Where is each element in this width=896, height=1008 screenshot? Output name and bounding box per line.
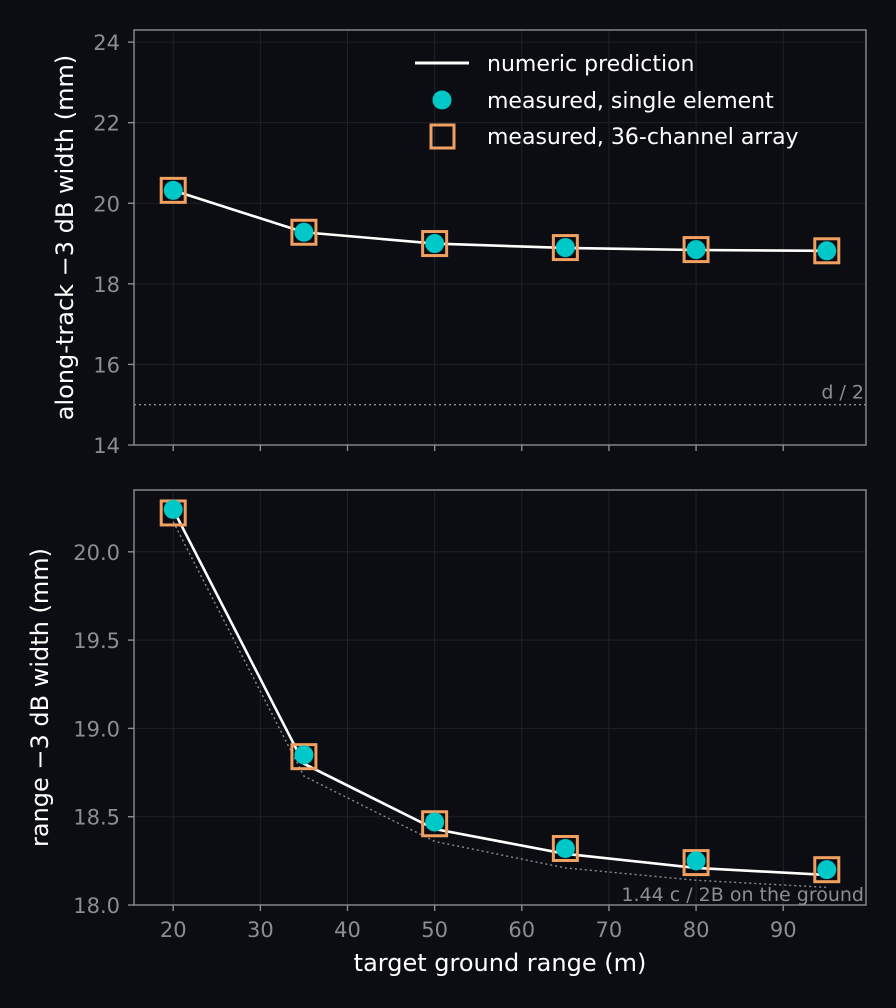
single-element-measurement-marker — [294, 222, 314, 242]
single-element-measurement-marker — [425, 812, 445, 832]
bottom-axes-frame — [133, 489, 867, 906]
bandwidth-reference-label: 1.44 c / 2B on the ground — [621, 884, 864, 906]
legend-label-array: measured, 36-channel array — [487, 125, 799, 150]
legend-label-numeric: numeric prediction — [487, 52, 694, 77]
y-tick-label: 14 — [93, 434, 120, 458]
legend: numeric prediction measured, single elem… — [415, 52, 799, 150]
single-element-measurement-marker — [686, 240, 706, 260]
bottom-ticks: 20 30 40 50 60 70 80 90 18.0 18.5 19.0 19.5 20.0 — [73, 541, 796, 942]
legend-square-swatch — [429, 123, 456, 150]
x-tick-label: 40 — [334, 918, 361, 942]
array-measurement-marker — [421, 230, 449, 258]
array-measurement-marker — [159, 176, 187, 204]
x-axis-label: target ground range (m) — [354, 949, 647, 977]
single-element-measurement-marker — [425, 234, 445, 254]
x-tick-label: 20 — [160, 918, 187, 942]
array-measurement-marker — [290, 218, 318, 246]
array-measurement-marker — [551, 234, 579, 262]
top-axes-frame — [133, 29, 867, 446]
single-element-measurement-marker — [555, 238, 575, 258]
top-series — [159, 176, 841, 265]
y-tick-label: 18.0 — [73, 894, 120, 918]
panel-along-track: d / 2 14 16 18 20 22 24 along-track −3 dB wid… — [51, 29, 867, 458]
single-element-measurement-marker — [817, 241, 837, 261]
y-tick-label: 18 — [93, 273, 120, 297]
panel-range: 1.44 c / 2B on the ground 20 30 40 50 60 70 80… — [26, 489, 867, 977]
single-element-measurement-marker — [163, 499, 183, 519]
y-tick-label: 19.0 — [73, 717, 120, 741]
y-tick-label: 20.0 — [73, 541, 120, 565]
x-tick-label: 90 — [770, 918, 797, 942]
single-element-measurement-marker — [163, 180, 183, 200]
array-measurement-marker — [813, 237, 841, 265]
x-tick-label: 70 — [596, 918, 623, 942]
single-element-measurement-marker — [294, 745, 314, 765]
bottom-y-axis-label: range −3 dB width (mm) — [26, 548, 54, 847]
array-measurement-marker — [813, 856, 841, 884]
single-element-measurement-marker — [686, 851, 706, 871]
y-tick-label: 24 — [93, 31, 120, 55]
array-measurement-marker — [290, 743, 318, 771]
numeric-prediction-line — [172, 508, 827, 877]
bottom-series — [159, 499, 841, 884]
single-element-measurement-marker — [817, 860, 837, 880]
legend-circle-swatch — [432, 90, 452, 110]
top-ticks: 14 16 18 20 22 24 — [93, 31, 784, 458]
y-tick-label: 19.5 — [73, 629, 120, 653]
y-tick-label: 22 — [93, 112, 120, 136]
array-measurement-marker — [551, 834, 579, 862]
x-tick-label: 30 — [247, 918, 274, 942]
array-measurement-marker — [682, 236, 710, 264]
x-tick-label: 50 — [421, 918, 448, 942]
legend-label-single: measured, single element — [487, 89, 774, 114]
array-measurement-marker — [682, 849, 710, 877]
d-over-2-label: d / 2 — [821, 382, 864, 404]
top-y-axis-label: along-track −3 dB width (mm) — [51, 55, 79, 420]
numeric-prediction-line — [172, 189, 827, 253]
x-tick-label: 60 — [508, 918, 535, 942]
y-tick-label: 18.5 — [73, 806, 120, 830]
y-tick-label: 20 — [93, 192, 120, 216]
single-element-measurement-marker — [555, 838, 575, 858]
y-tick-label: 16 — [93, 353, 120, 377]
x-tick-label: 80 — [683, 918, 710, 942]
array-measurement-marker — [421, 810, 449, 838]
